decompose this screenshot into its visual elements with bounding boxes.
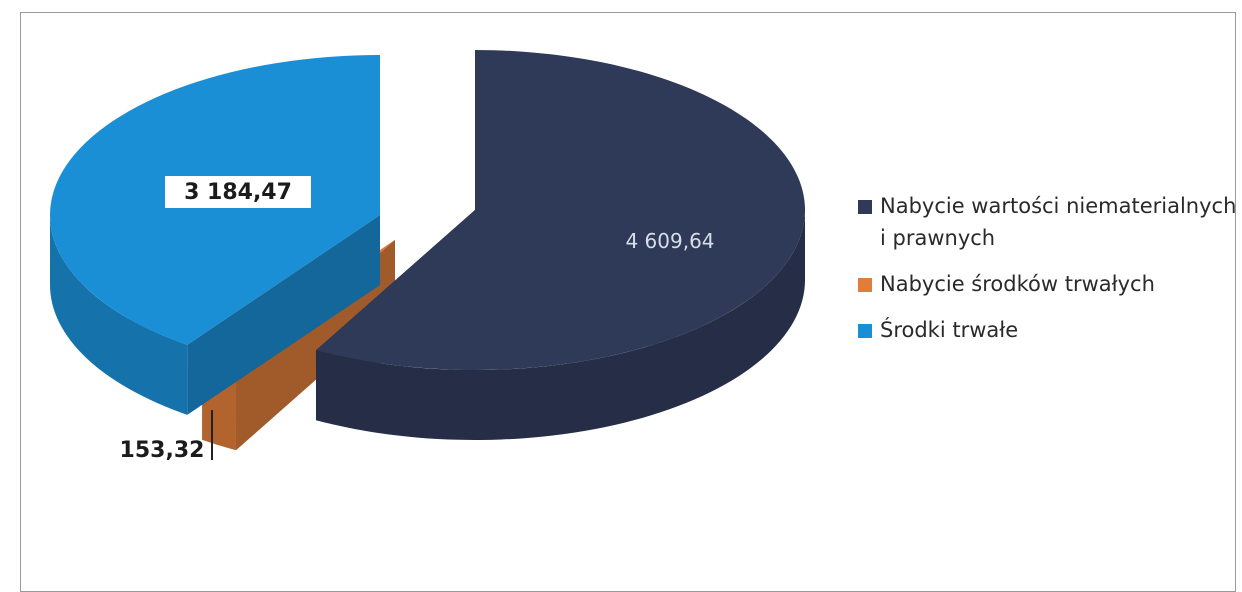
legend-item-wartosci-niematerialne: Nabycie wartości niematerialnych i prawn… — [858, 190, 1238, 254]
slice-wartosci-niematerialne — [315, 50, 805, 440]
legend-label: Nabycie wartości niematerialnych i prawn… — [880, 194, 1237, 250]
legend-swatch — [858, 324, 872, 338]
legend-swatch — [858, 278, 872, 292]
legend-item-nabycie-srodkow: Nabycie środków trwałych — [858, 268, 1238, 300]
legend-item-srodki-trwale: Środki trwałe — [858, 314, 1238, 346]
legend-label: Środki trwałe — [880, 318, 1019, 342]
legend-swatch — [858, 200, 872, 214]
data-label-wartosci-niematerialne: 4 609,64 — [625, 229, 714, 253]
data-label-nabycie-srodkow: 153,32 — [120, 438, 205, 463]
legend-label: Nabycie środków trwałych — [880, 272, 1155, 296]
data-label-box — [165, 176, 311, 208]
legend: Nabycie wartości niematerialnych i prawn… — [858, 190, 1238, 346]
data-label-srodki-trwale: 3 184,47 — [184, 180, 292, 205]
pie-chart: 3 184,47 4 609,64 153,32 — [50, 50, 805, 463]
